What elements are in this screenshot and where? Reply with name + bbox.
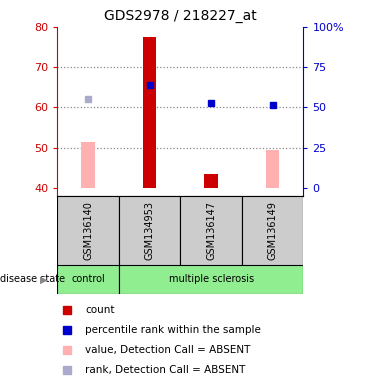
Text: GSM134953: GSM134953: [145, 201, 155, 260]
FancyBboxPatch shape: [181, 196, 242, 265]
Text: value, Detection Call = ABSENT: value, Detection Call = ABSENT: [85, 345, 251, 355]
Bar: [81, 142, 95, 188]
Bar: [266, 150, 279, 188]
FancyBboxPatch shape: [57, 265, 119, 294]
Text: ▶: ▶: [40, 274, 47, 285]
Text: multiple sclerosis: multiple sclerosis: [169, 274, 254, 285]
Text: percentile rank within the sample: percentile rank within the sample: [85, 325, 261, 335]
Text: rank, Detection Call = ABSENT: rank, Detection Call = ABSENT: [85, 365, 246, 375]
FancyBboxPatch shape: [242, 196, 303, 265]
Text: GSM136147: GSM136147: [206, 201, 216, 260]
Text: disease state: disease state: [0, 274, 65, 285]
Text: GSM136149: GSM136149: [268, 201, 278, 260]
FancyBboxPatch shape: [57, 196, 119, 265]
Bar: [143, 37, 157, 188]
Title: GDS2978 / 218227_at: GDS2978 / 218227_at: [104, 9, 257, 23]
FancyBboxPatch shape: [119, 265, 303, 294]
Bar: [204, 174, 218, 188]
Text: GSM136140: GSM136140: [83, 201, 93, 260]
Text: control: control: [71, 274, 105, 285]
FancyBboxPatch shape: [119, 196, 181, 265]
Text: count: count: [85, 305, 115, 314]
